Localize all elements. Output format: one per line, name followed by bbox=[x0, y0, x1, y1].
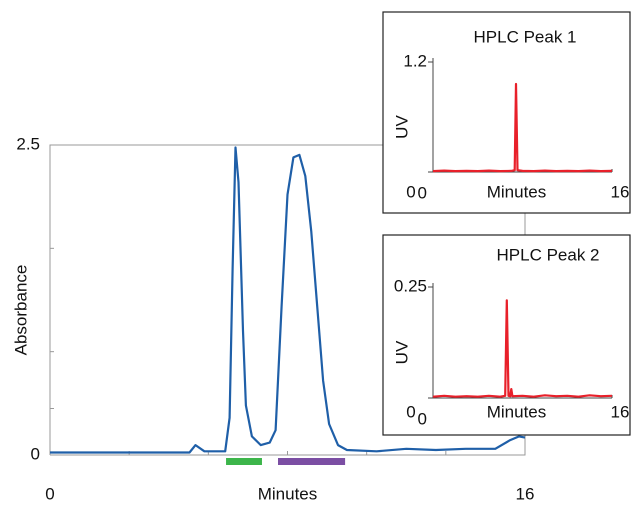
y-axis-label: UV bbox=[392, 115, 411, 139]
x-tick-label: 16 bbox=[611, 182, 630, 201]
data-line bbox=[432, 82, 613, 173]
y-tick-label: 1.2 bbox=[403, 51, 427, 70]
x-axis-label: Minutes bbox=[487, 402, 547, 421]
y-tick-label: 0 bbox=[418, 183, 427, 202]
x-tick-label: 0 bbox=[406, 182, 415, 201]
y-axis-label: Absorbance bbox=[11, 265, 30, 356]
chart-title: HPLC Peak 2 bbox=[497, 245, 600, 264]
y-tick-label: 0 bbox=[31, 444, 40, 463]
x-tick-label: 0 bbox=[406, 402, 415, 421]
y-tick-label: 0.25 bbox=[394, 276, 427, 295]
fraction-bar bbox=[278, 458, 346, 465]
x-tick-label: 16 bbox=[516, 484, 535, 503]
data-line bbox=[50, 146, 526, 454]
y-tick-label: 2.5 bbox=[16, 134, 40, 153]
x-axis-label: Minutes bbox=[487, 182, 547, 201]
chart-title: HPLC Peak 1 bbox=[474, 27, 577, 46]
y-axis-label: UV bbox=[392, 340, 411, 364]
inset-box bbox=[382, 11, 631, 214]
fraction-bar bbox=[226, 458, 262, 465]
data-line bbox=[432, 299, 613, 398]
x-tick-label: 0 bbox=[45, 484, 54, 503]
x-axis-label: Minutes bbox=[258, 484, 318, 503]
x-tick-label: 16 bbox=[611, 402, 630, 421]
y-tick-label: 0 bbox=[418, 409, 427, 428]
